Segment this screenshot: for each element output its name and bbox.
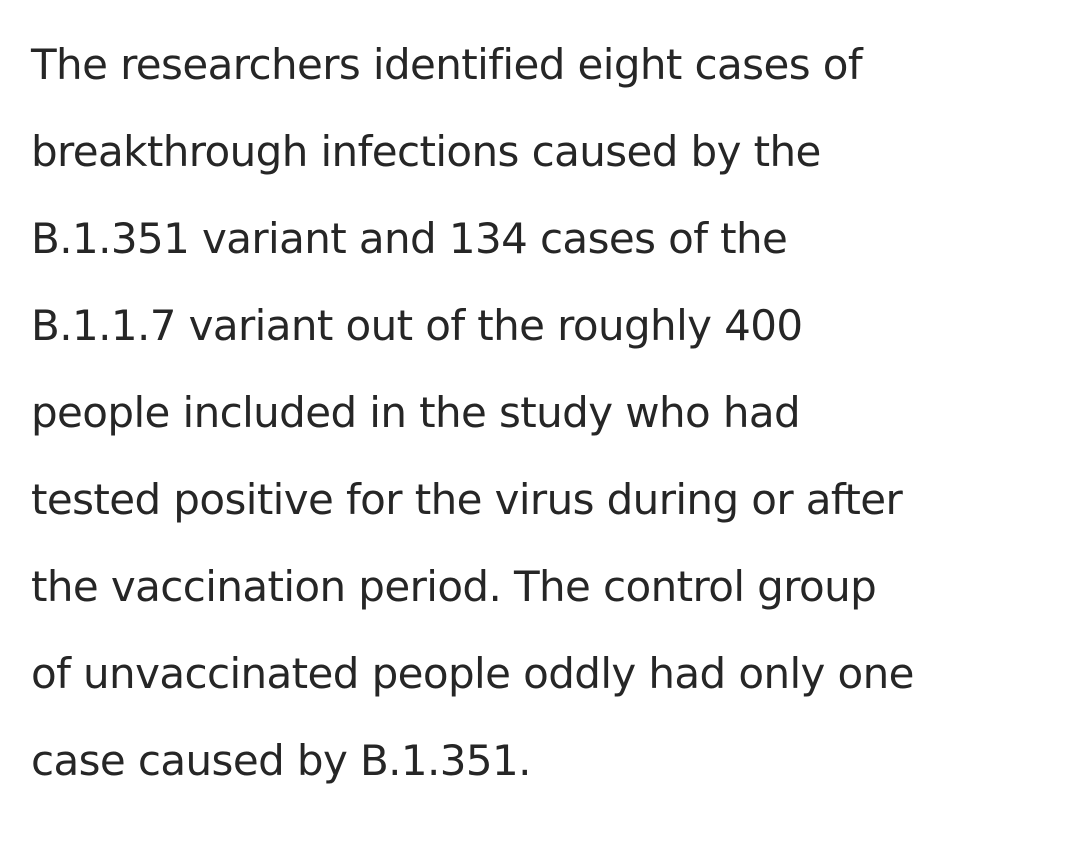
paragraph-line: people included in the study who had bbox=[31, 388, 801, 437]
paragraph-line: B.1.351 variant and 134 cases of the bbox=[31, 214, 788, 263]
paragraph-line: breakthrough infections caused by the bbox=[31, 127, 821, 176]
paragraph-line: the vaccination period. The control grou… bbox=[31, 562, 877, 611]
paragraph-line: of unvaccinated people oddly had only on… bbox=[31, 649, 915, 698]
paragraph-line: B.1.1.7 variant out of the roughly 400 bbox=[31, 301, 803, 350]
paragraph-line: case caused by B.1.351. bbox=[31, 736, 532, 785]
paragraph-line: tested positive for the virus during or … bbox=[31, 475, 903, 524]
paragraph-line: The researchers identified eight cases o… bbox=[31, 40, 863, 89]
article-paragraph: The researchers identified eight cases o… bbox=[31, 21, 1061, 804]
